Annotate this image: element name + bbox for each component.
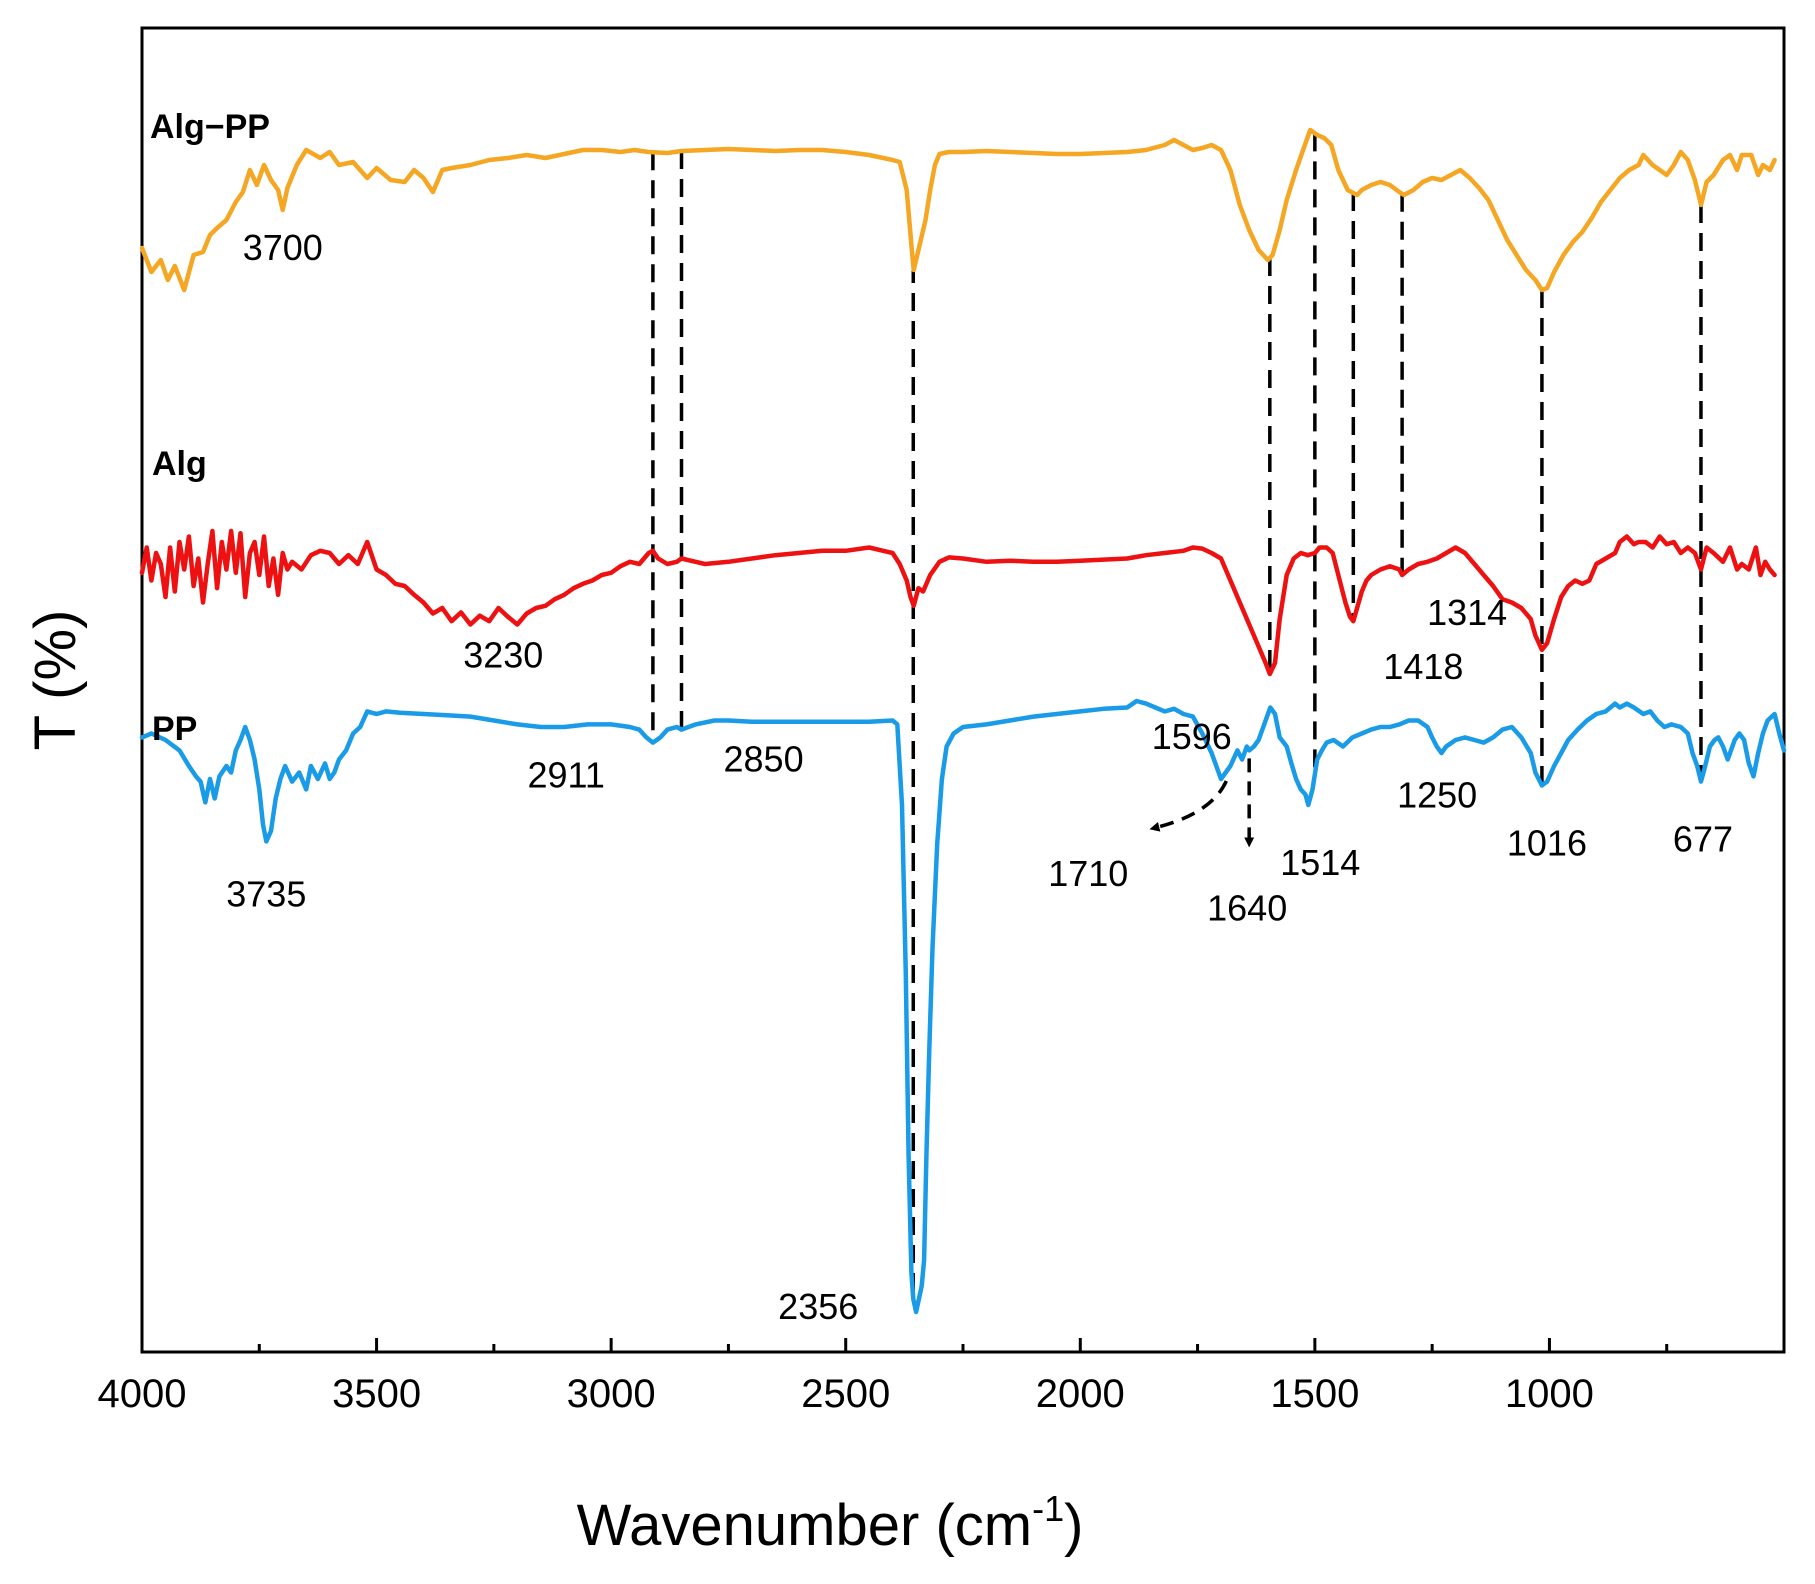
series-line-0 bbox=[139, 127, 1777, 293]
arrow-1710 bbox=[1149, 780, 1228, 832]
series-label-2: PP bbox=[152, 710, 197, 748]
series-line-1 bbox=[139, 528, 1777, 677]
x-tick-label-6: 1000 bbox=[1505, 1372, 1594, 1416]
reference-lines bbox=[651, 133, 1703, 1299]
x-tick-label-2: 3000 bbox=[567, 1372, 656, 1416]
peak-label-11: 1514 bbox=[1280, 842, 1360, 883]
plot-frame bbox=[140, 26, 1786, 1354]
peak-label-5: 3735 bbox=[226, 873, 306, 914]
peak-label-3: 1418 bbox=[1383, 646, 1463, 687]
peak-label-14: 677 bbox=[1673, 819, 1733, 860]
annotation-arrows bbox=[1149, 758, 1255, 848]
peak-label-7: 2850 bbox=[724, 739, 804, 780]
peak-label-4: 1314 bbox=[1427, 592, 1507, 633]
x-tick-label-3: 2500 bbox=[801, 1372, 890, 1416]
peak-label-1: 3230 bbox=[463, 634, 543, 675]
peak-label-10: 1640 bbox=[1207, 887, 1287, 928]
peak-label-12: 1250 bbox=[1397, 774, 1477, 815]
series-labels: Alg−PP Alg PP bbox=[150, 108, 270, 748]
x-tick-label-1: 3500 bbox=[332, 1372, 421, 1416]
peak-labels: 3700 3230 1596 1418 1314 3735 2911 2850 2356 1710… bbox=[226, 227, 1733, 1327]
plot-border bbox=[140, 26, 1786, 1354]
y-axis-title: T (%) bbox=[23, 610, 88, 751]
series-label-1: Alg bbox=[152, 445, 207, 483]
x-axis-title: Wavenumber (cm-1) bbox=[577, 1488, 1084, 1558]
series-line-2 bbox=[139, 698, 1787, 1315]
x-tick-label-4: 2000 bbox=[1036, 1372, 1125, 1416]
x-tick-label-5: 1500 bbox=[1270, 1372, 1359, 1416]
peak-label-2: 1596 bbox=[1152, 716, 1232, 757]
series-label-0: Alg−PP bbox=[150, 108, 270, 146]
x-axis: 4000 3500 3000 2500 2000 1500 1000 bbox=[98, 1338, 1669, 1416]
peak-label-9: 1710 bbox=[1048, 853, 1128, 894]
peak-label-6: 2911 bbox=[527, 755, 604, 796]
peak-label-0: 3700 bbox=[243, 227, 323, 268]
peak-label-13: 1016 bbox=[1507, 823, 1587, 864]
peak-label-8: 2356 bbox=[778, 1286, 858, 1327]
x-tick-label-0: 4000 bbox=[98, 1372, 187, 1416]
series-lines bbox=[139, 127, 1787, 1315]
